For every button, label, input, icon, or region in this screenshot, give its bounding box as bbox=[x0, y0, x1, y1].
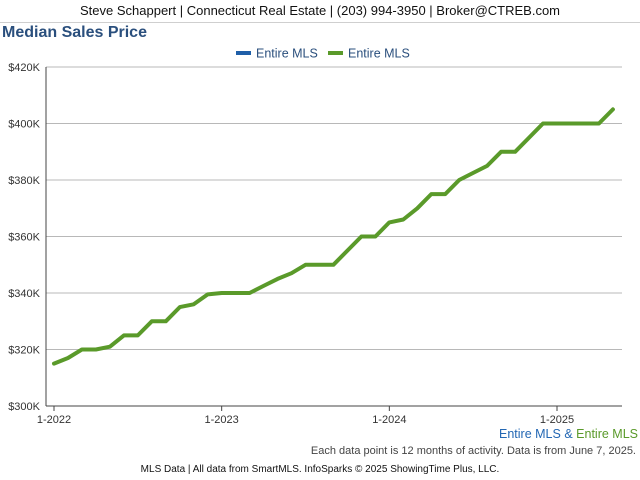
data-point bbox=[401, 217, 405, 222]
legend-text-ampersand: & bbox=[564, 427, 573, 441]
chart-title: Median Sales Price bbox=[2, 24, 147, 41]
y-tick-label: $380K bbox=[8, 175, 40, 187]
y-tick-label: $360K bbox=[8, 232, 40, 244]
axes bbox=[45, 67, 622, 411]
data-note: Each data point is 12 months of activity… bbox=[310, 445, 636, 457]
data-point bbox=[471, 171, 475, 175]
data-point bbox=[499, 150, 503, 154]
chart-legend: Entire MLS Entire MLS bbox=[236, 47, 410, 61]
data-point bbox=[248, 291, 252, 295]
x-tick-label: 1-2025 bbox=[540, 414, 574, 426]
data-point bbox=[611, 107, 615, 111]
data-point bbox=[178, 305, 182, 309]
data-point bbox=[457, 178, 461, 182]
y-tick-label: $340K bbox=[8, 288, 40, 300]
data-point bbox=[387, 220, 391, 224]
data-point bbox=[136, 333, 140, 337]
legend-label: Entire MLS bbox=[256, 47, 318, 61]
data-point bbox=[261, 284, 266, 288]
data-point bbox=[359, 234, 363, 239]
footer-credit: MLS Data | All data from SmartMLS. InfoS… bbox=[140, 464, 500, 475]
y-tick-label: $300K bbox=[8, 401, 40, 413]
data-point bbox=[583, 121, 587, 126]
data-point bbox=[164, 319, 168, 323]
x-tick-label: 1-2022 bbox=[37, 414, 71, 426]
x-tick-label: 1-2024 bbox=[372, 414, 406, 426]
legend-text-series-1: Entire MLS bbox=[499, 427, 561, 441]
data-point bbox=[108, 345, 112, 349]
data-point bbox=[527, 136, 531, 140]
data-point bbox=[373, 234, 377, 239]
series-legend-text: Entire MLS & Entire MLS bbox=[499, 427, 638, 441]
legend-text-series-2: Entire MLS bbox=[576, 427, 638, 441]
grid-lines bbox=[46, 66, 622, 350]
data-point bbox=[555, 121, 559, 126]
data-point bbox=[345, 249, 350, 253]
data-point bbox=[485, 164, 489, 168]
y-tick-label: $400K bbox=[8, 119, 40, 131]
data-point bbox=[192, 302, 196, 306]
data-point bbox=[94, 347, 98, 352]
series-lines bbox=[52, 107, 615, 366]
data-point bbox=[317, 263, 322, 267]
data-point bbox=[52, 362, 56, 366]
data-point bbox=[415, 206, 419, 210]
data-point bbox=[66, 356, 70, 360]
data-point bbox=[303, 263, 308, 267]
data-point bbox=[234, 291, 238, 295]
data-point bbox=[569, 121, 573, 126]
data-point bbox=[429, 192, 433, 196]
y-tick-label: $320K bbox=[8, 345, 40, 357]
y-tick-label: $420K bbox=[8, 62, 40, 74]
x-tick-label: 1-2023 bbox=[205, 414, 239, 426]
data-point bbox=[275, 277, 280, 281]
data-point bbox=[597, 121, 601, 126]
data-point bbox=[150, 319, 154, 323]
data-point bbox=[206, 292, 210, 297]
data-point bbox=[220, 291, 224, 295]
data-point bbox=[513, 150, 517, 154]
data-point bbox=[331, 263, 336, 267]
data-point bbox=[443, 192, 447, 196]
legend-label: Entire MLS bbox=[348, 47, 410, 61]
contact-header: Steve Schappert | Connecticut Real Estat… bbox=[0, 0, 640, 23]
data-point bbox=[80, 347, 84, 352]
tick-labels: $300K $320K $340K $360K $380K $400K $420K 1-202… bbox=[8, 62, 574, 426]
data-point bbox=[122, 333, 126, 337]
data-point bbox=[541, 121, 545, 126]
data-point bbox=[289, 271, 294, 275]
